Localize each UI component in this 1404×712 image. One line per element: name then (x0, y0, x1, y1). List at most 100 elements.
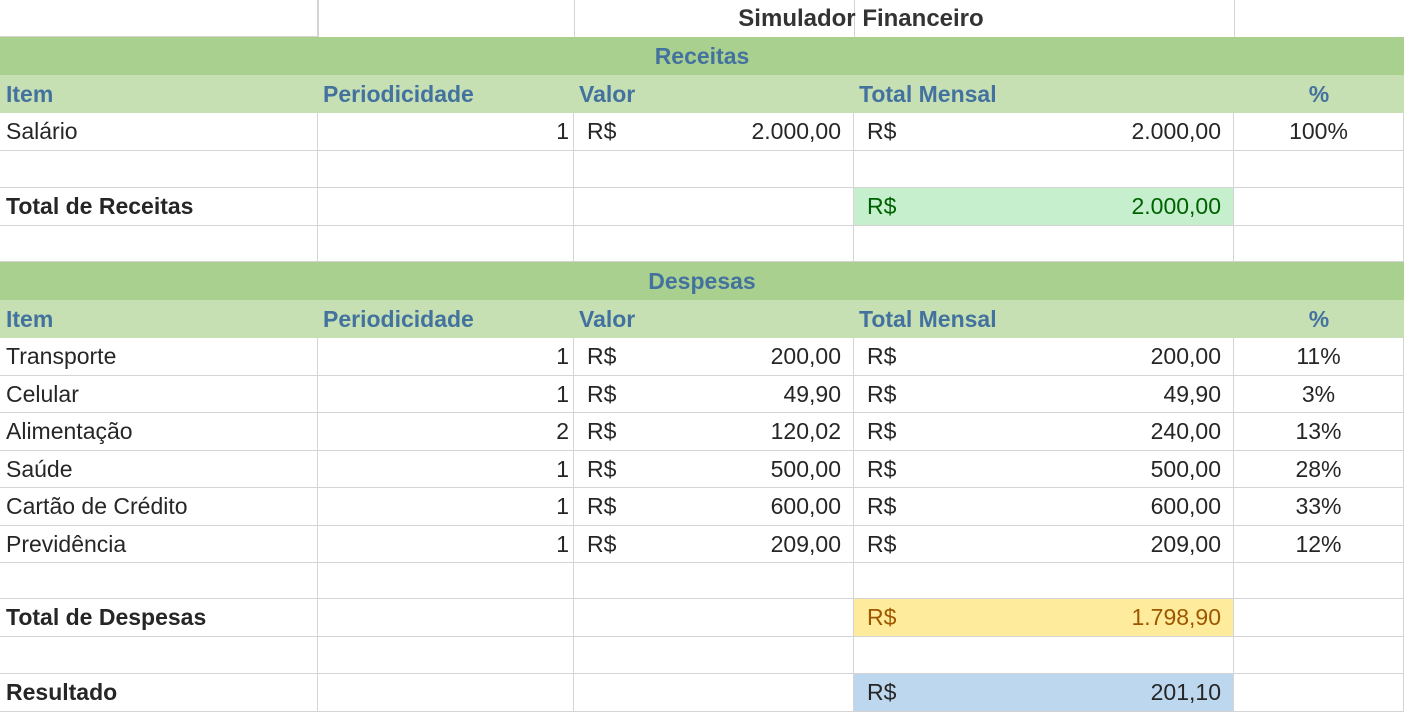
empty-cell[interactable] (0, 151, 318, 188)
cell-item[interactable]: Celular (0, 376, 318, 413)
resultado-value[interactable]: R$ 201,10 (854, 674, 1234, 712)
currency-symbol: R$ (867, 679, 897, 705)
cell-a1[interactable] (0, 0, 318, 37)
empty-cell[interactable] (574, 226, 854, 262)
valor-amount: 49,90 (783, 380, 841, 407)
cell-item[interactable]: Saúde (0, 451, 318, 488)
empty-cell[interactable] (854, 226, 1234, 262)
cell-total-mensal[interactable]: R$ 49,90 (854, 376, 1234, 413)
empty-cell[interactable] (1234, 637, 1404, 674)
header-valor[interactable]: Valor (579, 80, 636, 107)
empty-cell[interactable] (318, 151, 574, 188)
empty-cell[interactable] (854, 563, 1234, 599)
cell-periodicidade[interactable]: 1 (318, 451, 574, 488)
header-valor[interactable]: Valor (579, 305, 636, 332)
total-receitas-value[interactable]: R$ 2.000,00 (854, 188, 1234, 226)
cell-item[interactable]: Salário (0, 113, 318, 151)
cell-periodicidade[interactable]: 1 (318, 113, 574, 151)
cell-total-mensal[interactable]: R$ 500,00 (854, 451, 1234, 488)
cell-percent[interactable]: 33% (1234, 488, 1404, 526)
empty-cell[interactable] (1234, 563, 1404, 599)
empty-cell[interactable] (0, 637, 318, 674)
resultado-label[interactable]: Resultado (0, 674, 318, 712)
empty-cell[interactable] (1234, 599, 1404, 637)
currency-symbol: R$ (867, 380, 897, 407)
total-amount: 240,00 (1150, 418, 1221, 444)
header-percent[interactable]: % (1308, 80, 1330, 107)
cell-total-mensal[interactable]: R$ 2.000,00 (854, 113, 1234, 151)
total-despesas-value[interactable]: R$ 1.798,90 (854, 599, 1234, 637)
valor-amount: 209,00 (770, 530, 841, 557)
empty-cell[interactable] (574, 563, 854, 599)
cell-total-mensal[interactable]: R$ 600,00 (854, 488, 1234, 526)
empty-cell[interactable] (318, 226, 574, 262)
currency-symbol: R$ (587, 455, 617, 482)
total-despesas-label[interactable]: Total de Despesas (0, 599, 318, 637)
cell-valor[interactable]: R$ 500,00 (574, 451, 854, 488)
gridline (1234, 0, 1235, 37)
empty-cell[interactable] (1234, 226, 1404, 262)
empty-cell[interactable] (318, 637, 574, 674)
despesas-section-label[interactable]: Despesas (0, 262, 1404, 300)
cell-item[interactable]: Alimentação (0, 413, 318, 451)
empty-cell[interactable] (0, 563, 318, 599)
header-total-mensal[interactable]: Total Mensal (859, 80, 997, 107)
empty-cell[interactable] (574, 674, 854, 712)
cell-item[interactable]: Cartão de Crédito (0, 488, 318, 526)
empty-cell[interactable] (318, 674, 574, 712)
empty-cell[interactable] (574, 188, 854, 226)
cell-percent[interactable]: 13% (1234, 413, 1404, 451)
empty-cell[interactable] (854, 151, 1234, 188)
header-item[interactable]: Item (6, 305, 54, 332)
cell-valor[interactable]: R$ 200,00 (574, 338, 854, 376)
cell-total-mensal[interactable]: R$ 200,00 (854, 338, 1234, 376)
cell-total-mensal[interactable]: R$ 240,00 (854, 413, 1234, 451)
empty-cell[interactable] (1234, 674, 1404, 712)
currency-symbol: R$ (587, 530, 617, 557)
empty-cell[interactable] (1234, 188, 1404, 226)
cell-percent[interactable]: 12% (1234, 526, 1404, 563)
empty-cell[interactable] (574, 637, 854, 674)
header-periodicidade[interactable]: Periodicidade (323, 305, 474, 332)
table-row: Saúde 1 R$ 500,00 R$ 500,00 28% (0, 451, 1404, 488)
cell-periodicidade[interactable]: 1 (318, 488, 574, 526)
empty-cell[interactable] (854, 637, 1234, 674)
cell-valor[interactable]: R$ 600,00 (574, 488, 854, 526)
cell-periodicidade[interactable]: 1 (318, 376, 574, 413)
empty-cell[interactable] (574, 151, 854, 188)
cell-percent[interactable]: 11% (1234, 338, 1404, 376)
empty-cell[interactable] (0, 226, 318, 262)
empty-row (0, 563, 1404, 599)
total-receitas-label[interactable]: Total de Receitas (0, 188, 318, 226)
cell-valor[interactable]: R$ 120,02 (574, 413, 854, 451)
cell-percent[interactable]: 100% (1234, 113, 1404, 151)
empty-cell[interactable] (318, 563, 574, 599)
total-despesas-amount: 1.798,90 (1131, 604, 1221, 630)
total-amount: 200,00 (1150, 343, 1221, 369)
cell-valor[interactable]: R$ 209,00 (574, 526, 854, 563)
sheet-title[interactable]: Simulador Financeiro (318, 0, 1404, 38)
cell-item[interactable]: Transporte (0, 338, 318, 376)
table-row: Alimentação 2 R$ 120,02 R$ 240,00 13% (0, 413, 1404, 451)
gridline (854, 0, 855, 37)
cell-periodicidade[interactable]: 1 (318, 338, 574, 376)
empty-cell[interactable] (318, 599, 574, 637)
currency-symbol: R$ (867, 530, 897, 557)
cell-periodicidade[interactable]: 1 (318, 526, 574, 563)
empty-cell[interactable] (318, 188, 574, 226)
cell-item[interactable]: Previdência (0, 526, 318, 563)
header-percent[interactable]: % (1308, 305, 1330, 332)
cell-valor[interactable]: R$ 49,90 (574, 376, 854, 413)
cell-percent[interactable]: 28% (1234, 451, 1404, 488)
cell-total-mensal[interactable]: R$ 209,00 (854, 526, 1234, 563)
cell-periodicidade[interactable]: 2 (318, 413, 574, 451)
header-item[interactable]: Item (6, 80, 54, 107)
cell-valor[interactable]: R$ 2.000,00 (574, 113, 854, 151)
valor-amount: 120,02 (770, 418, 841, 444)
header-total-mensal[interactable]: Total Mensal (859, 305, 997, 332)
cell-percent[interactable]: 3% (1234, 376, 1404, 413)
receitas-section-label[interactable]: Receitas (0, 37, 1404, 75)
empty-cell[interactable] (574, 599, 854, 637)
header-periodicidade[interactable]: Periodicidade (323, 80, 474, 107)
empty-cell[interactable] (1234, 151, 1404, 188)
